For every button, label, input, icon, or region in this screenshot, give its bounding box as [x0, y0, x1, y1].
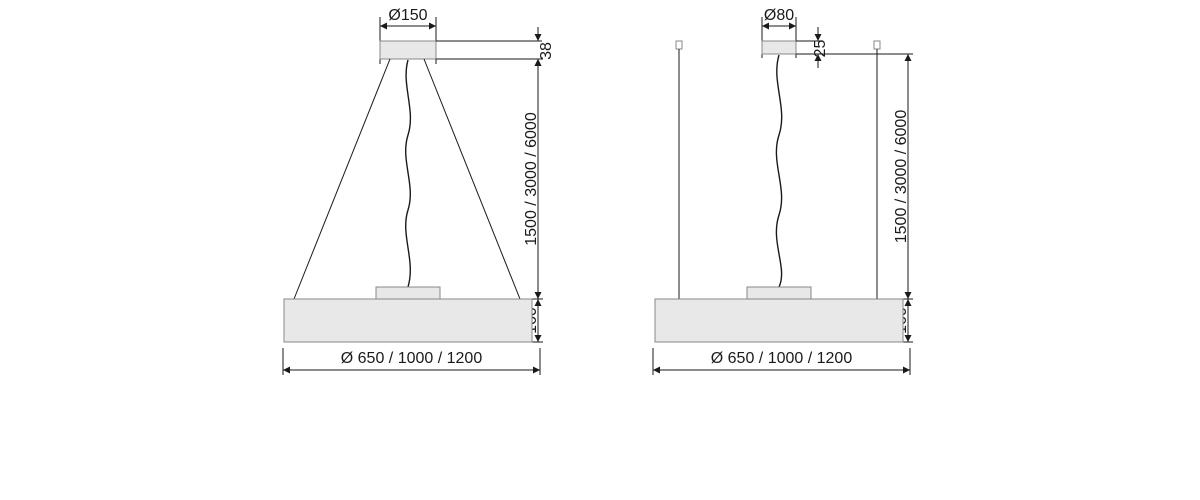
suspension-length-label: 1500 / 3000 / 6000 [523, 112, 540, 246]
body-width-label: Ø 650 / 1000 / 1200 [711, 350, 853, 367]
body-width-label: Ø 650 / 1000 / 1200 [341, 350, 483, 367]
lamp-body [655, 299, 903, 342]
lamp-body [284, 299, 532, 342]
suspension-length-label: 1500 / 3000 / 6000 [893, 110, 910, 244]
canvas [0, 0, 1200, 500]
junction-box [747, 287, 811, 299]
canopy-diameter-label: Ø150 [388, 7, 427, 24]
canopy [380, 41, 436, 59]
junction-box [376, 287, 440, 299]
canopy-height-label: 38 [538, 42, 555, 60]
canopy-diameter-label: Ø80 [764, 7, 794, 24]
canopy [762, 41, 796, 54]
canopy-height-label: 25 [812, 40, 829, 58]
